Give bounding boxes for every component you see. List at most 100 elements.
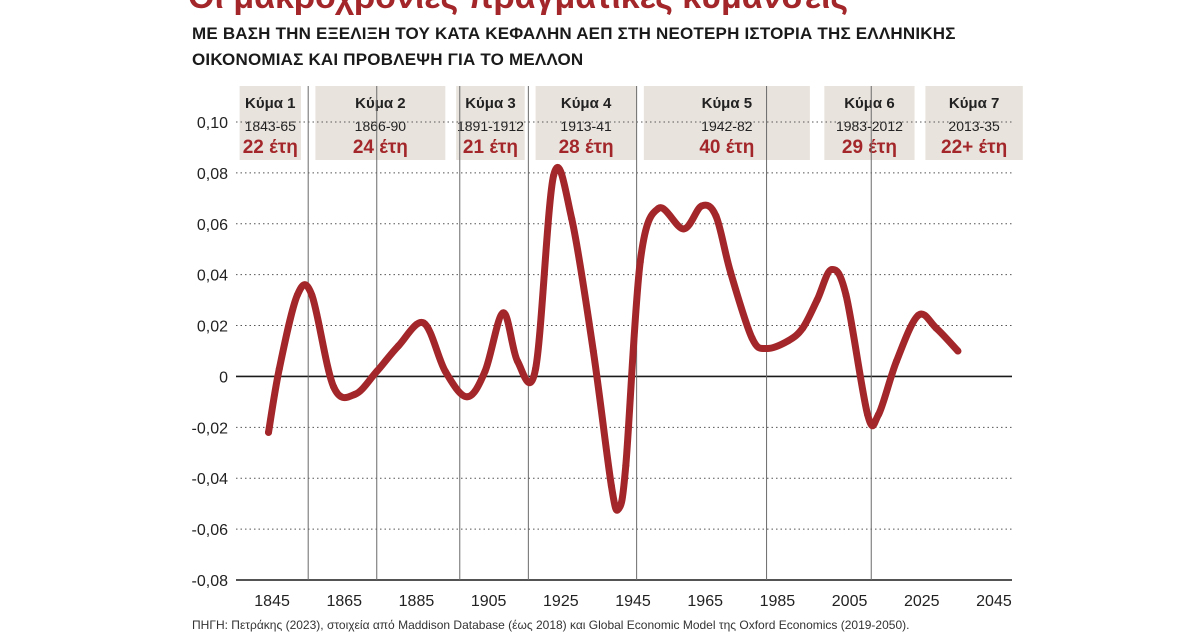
wave-duration-5: 40 έτη (699, 137, 754, 158)
data-point-35 (874, 411, 882, 419)
data-point-18 (607, 482, 615, 490)
x-tick-label-9: 2025 (904, 593, 940, 610)
y-tick-label-2: 0,06 (197, 217, 228, 234)
data-point-29 (784, 337, 792, 345)
x-tick-label-6: 1965 (687, 593, 723, 610)
y-tick-label-6: -0,02 (192, 420, 229, 437)
x-tick-label-4: 1925 (543, 593, 579, 610)
y-tick-label-5: 0 (219, 369, 228, 386)
wave-name-7: Κύμα 7 (949, 95, 999, 112)
wave-years-1: 1843-65 (245, 118, 297, 134)
wave-duration-4: 28 έτη (559, 137, 614, 158)
data-point-4 (329, 383, 337, 391)
data-point-8 (420, 319, 428, 327)
data-point-38 (932, 324, 940, 332)
x-tick-label-10: 2045 (976, 593, 1012, 610)
wave-box-2 (315, 86, 446, 160)
x-tick-label-8: 2005 (832, 593, 868, 610)
data-point-11 (481, 367, 489, 375)
chart-subtitle-line-2: ΟΙΚΟΝΟΜΙΑΣ ΚΑΙ ΠΡΟΒΛΕΨΗ ΓΙΑ ΤΟ ΜΕΛΛΟΝ (192, 50, 584, 69)
y-tick-label-8: -0,06 (192, 522, 229, 539)
data-point-21 (636, 258, 644, 266)
wave-boxes: Κύμα 1 1843-65 22 έτη Κύμα 2 1866-90 24 έτη Κύ… (239, 86, 1023, 160)
data-point-16 (568, 215, 576, 223)
data-point-27 (748, 334, 756, 342)
wave-name-2: Κύμα 2 (355, 95, 405, 112)
data-point-1 (275, 365, 283, 373)
data-point-34 (864, 411, 872, 419)
data-point-0 (264, 428, 272, 436)
wave-box-7 (925, 86, 1023, 160)
wave-box-5 (643, 86, 810, 160)
data-point-31 (813, 296, 821, 304)
wave-duration-7: 22+ έτη (941, 137, 1007, 158)
series-layer (264, 163, 962, 514)
y-tick-label-0: 0,10 (197, 115, 228, 132)
data-point-7 (394, 342, 402, 350)
data-point-37 (914, 311, 922, 319)
data-point-12 (499, 309, 507, 317)
wave-duration-3: 21 έτη (463, 137, 518, 158)
x-tick-label-3: 1905 (471, 593, 507, 610)
wave-duration-6: 29 έτη (842, 137, 897, 158)
data-point-22 (654, 205, 662, 213)
y-tick-label-7: -0,04 (192, 471, 229, 488)
data-point-19 (615, 505, 623, 513)
wave-years-7: 2013-35 (948, 118, 1000, 134)
data-point-30 (799, 324, 807, 332)
data-point-33 (842, 291, 850, 299)
y-axis-ticks: 0,10 0,08 0,06 0,04 0,02 0 -0,02 -0,04 -0,06 -0,0… (192, 115, 229, 590)
wave-name-1: Κύμα 1 (245, 95, 295, 112)
wave-box-1 (239, 86, 301, 160)
y-tick-label-9: -0,08 (192, 573, 229, 590)
wave-years-4: 1913-41 (560, 118, 612, 134)
data-point-10 (463, 393, 471, 401)
data-point-13 (514, 357, 522, 365)
data-point-17 (589, 347, 597, 355)
chart-subtitle-line-1: ΜΕ ΒΑΣΗ ΤΗΝ ΕΞΕΛΙΞΗ ΤΟΥ ΚΑΤΑ ΚΕΦΑΛΗΝ ΑΕΠ… (192, 24, 956, 43)
data-point-6 (373, 367, 381, 375)
data-point-26 (726, 268, 734, 276)
wave-box-3 (456, 86, 525, 160)
series-line-0 (265, 163, 962, 514)
data-point-23 (680, 225, 688, 233)
y-tick-label-1: 0,08 (197, 166, 228, 183)
wave-name-5: Κύμα 5 (702, 95, 752, 112)
gridlines (236, 86, 1012, 581)
x-tick-label-2: 1885 (399, 593, 435, 610)
wave-box-4 (535, 86, 637, 160)
x-axis-ticks: 1845 1865 1885 1905 1925 1945 1965 1985 2005 2025… (254, 593, 1012, 610)
wave-years-6: 1983-2012 (836, 118, 903, 134)
wave-years-5: 1942-82 (701, 118, 753, 134)
data-point-14 (532, 365, 540, 373)
data-point-2 (293, 291, 301, 299)
wave-name-3: Κύμα 3 (465, 95, 515, 112)
data-point-39 (954, 347, 962, 355)
wave-name-4: Κύμα 4 (561, 95, 612, 112)
chart-title: Οι μακροχρόνιες πραγματικές κυμάνσεις (188, 0, 848, 17)
y-tick-label-4: 0,02 (197, 319, 228, 336)
x-tick-label-1: 1865 (326, 593, 362, 610)
wave-name-6: Κύμα 6 (844, 95, 894, 112)
data-point-24 (698, 202, 706, 210)
data-point-28 (763, 344, 771, 352)
data-point-5 (351, 390, 359, 398)
x-tick-label-7: 1985 (760, 593, 796, 610)
wave-duration-1: 22 έτη (243, 137, 298, 158)
wave-years-3: 1891-1912 (457, 118, 524, 134)
source-note: ΠΗΓΗ: Πετράκης (2023), στοιχεία από Madd… (192, 618, 910, 632)
data-point-3 (308, 291, 316, 299)
data-point-15 (550, 171, 558, 179)
data-point-9 (441, 367, 449, 375)
wave-duration-2: 24 έτη (353, 137, 408, 158)
x-tick-label-0: 1845 (254, 593, 290, 610)
y-tick-label-3: 0,04 (197, 268, 228, 285)
wave-box-6 (824, 86, 915, 160)
data-point-25 (712, 212, 720, 220)
x-tick-label-5: 1945 (615, 593, 651, 610)
data-point-32 (828, 266, 836, 274)
data-point-36 (893, 357, 901, 365)
data-point-20 (622, 462, 630, 469)
wave-years-2: 1866-90 (355, 118, 407, 134)
